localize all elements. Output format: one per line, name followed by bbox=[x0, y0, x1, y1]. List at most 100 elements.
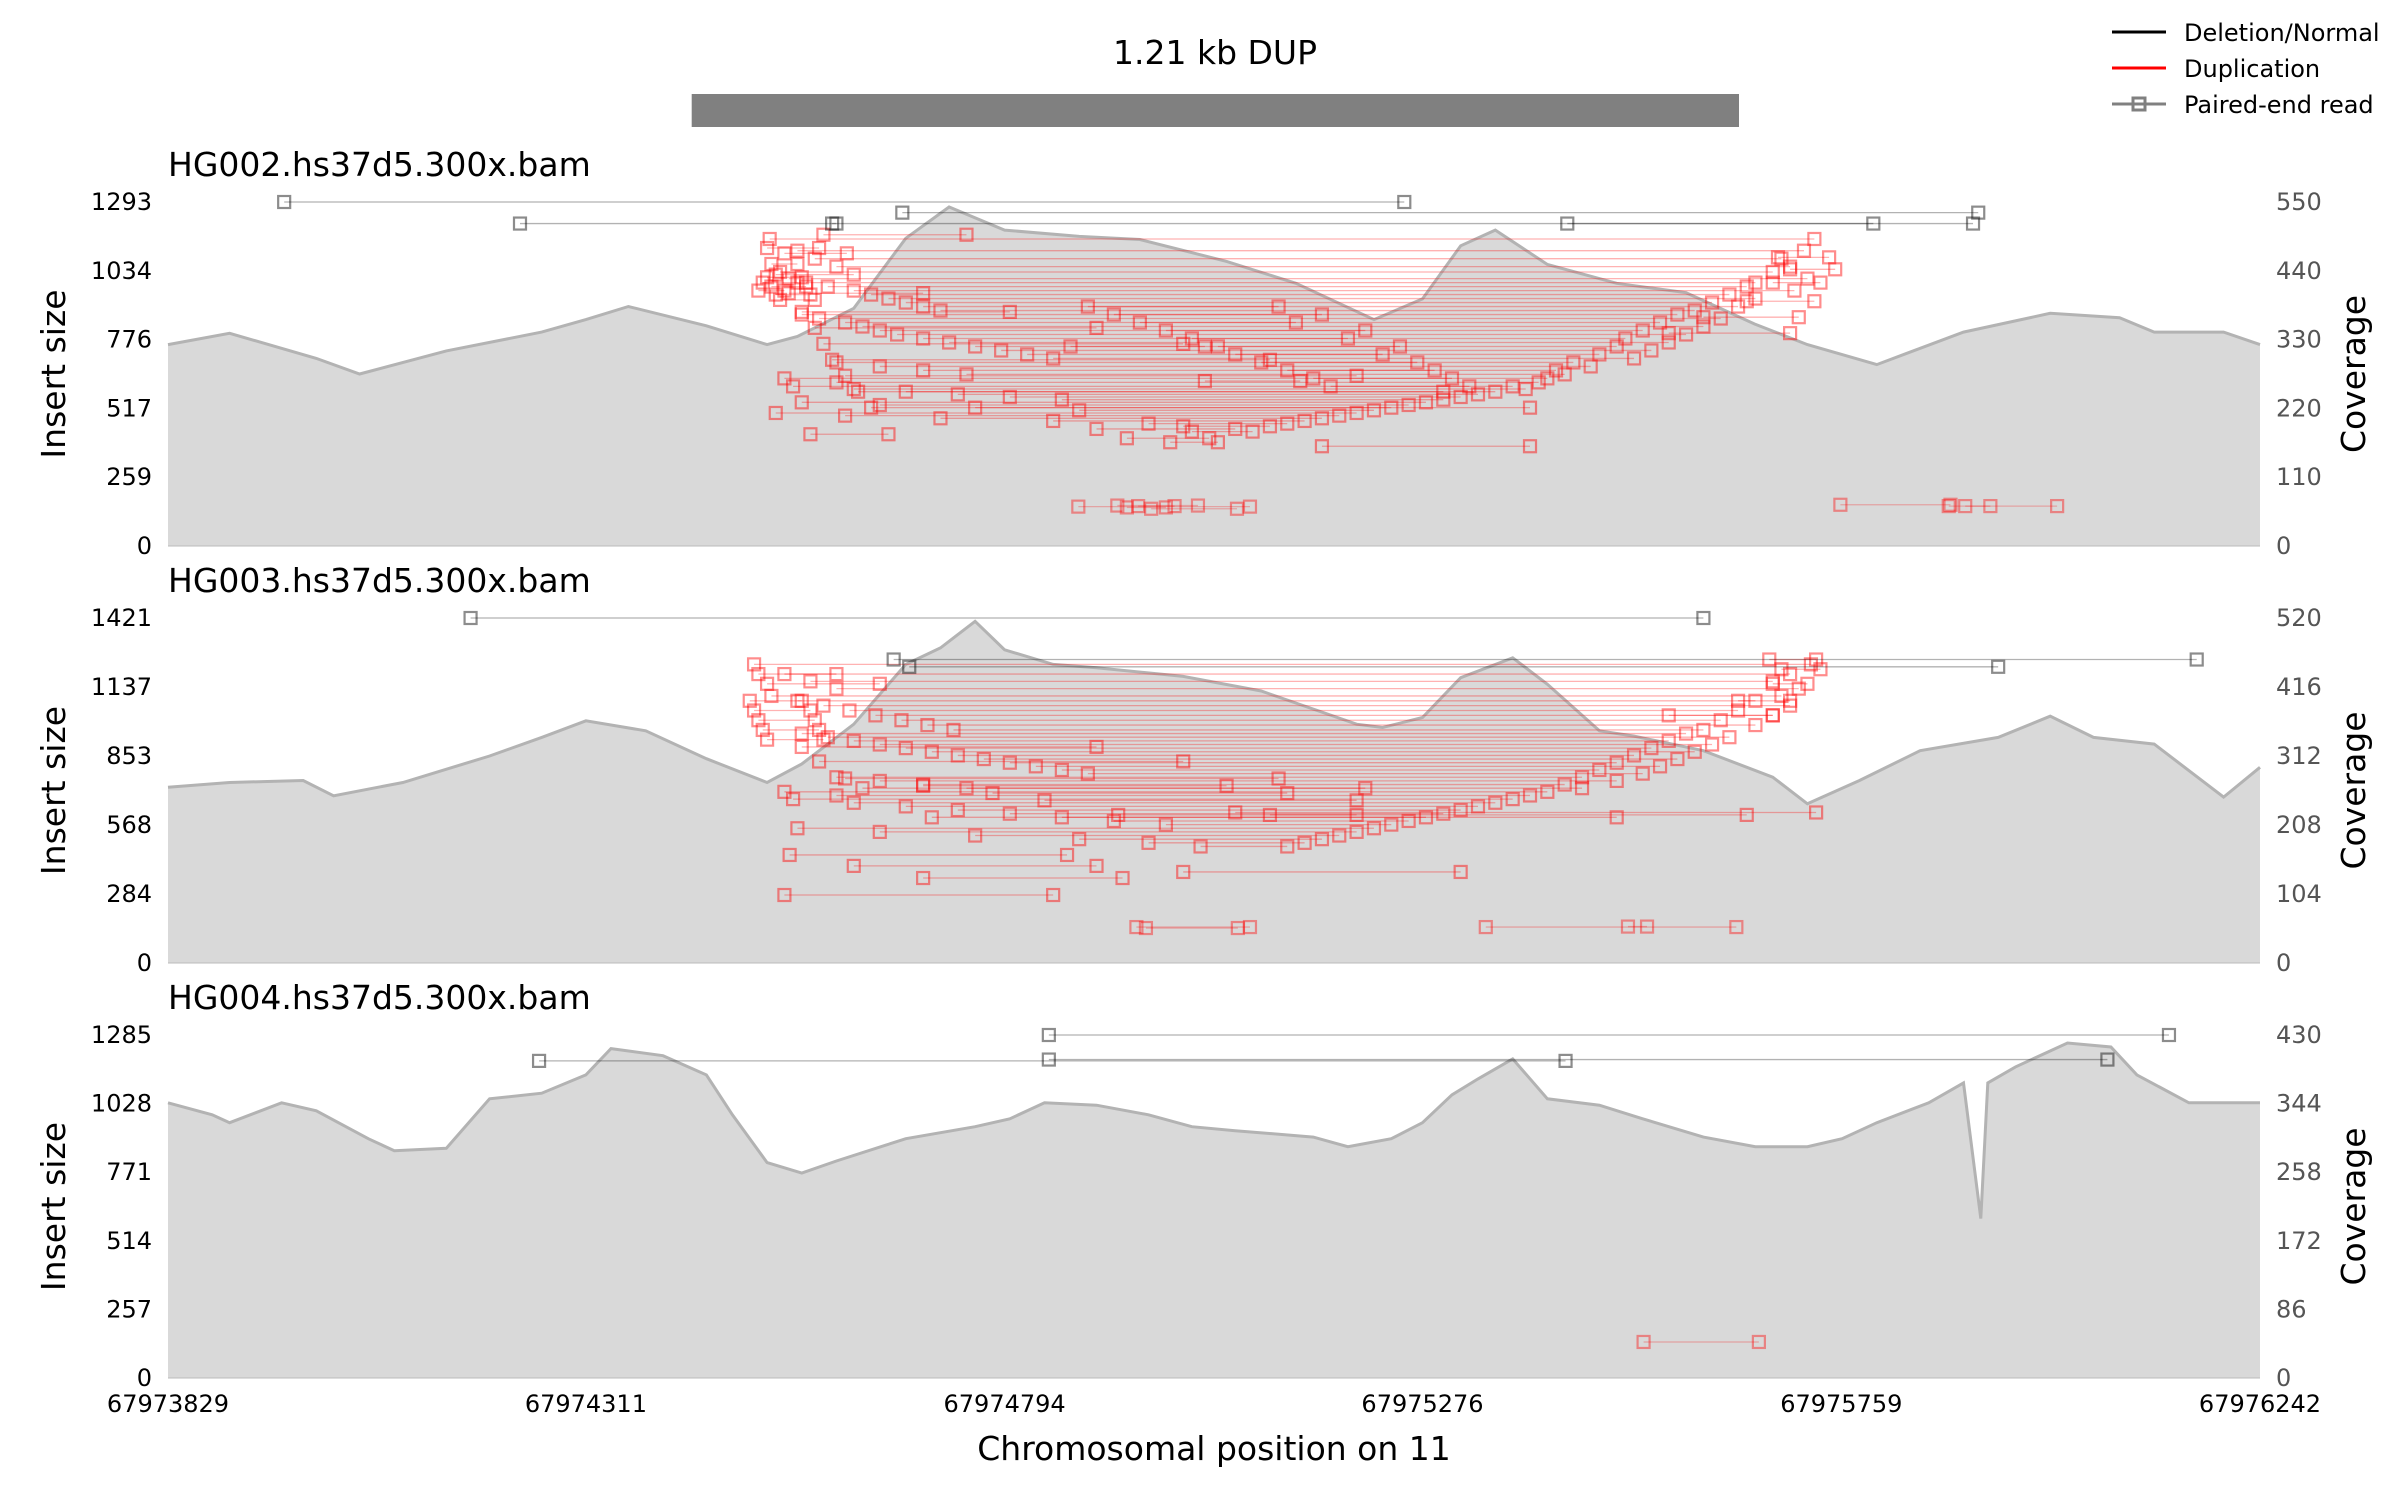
dup-read-pair-marker bbox=[1626, 748, 1642, 763]
dup-read-pair-marker bbox=[829, 681, 844, 696]
dup-read-pair-marker bbox=[950, 748, 965, 763]
dup-read-pair-marker bbox=[1713, 713, 1728, 728]
dup-read-pair bbox=[777, 666, 1798, 682]
dup-read-pair-marker bbox=[1046, 413, 1061, 429]
dup-read-pair-marker bbox=[1540, 784, 1555, 799]
dup-read-pair bbox=[916, 363, 1564, 378]
dup-read-pair-marker bbox=[1713, 311, 1728, 326]
dup-read-pair bbox=[781, 286, 931, 301]
dup-read-pair-marker bbox=[1652, 759, 1668, 774]
dup-read-pair-marker bbox=[1436, 392, 1451, 407]
dup-read-pair bbox=[968, 339, 1624, 354]
dup-read-pair-marker bbox=[1958, 498, 1973, 514]
dup-read-pair-marker bbox=[1626, 351, 1642, 366]
dup-read-pair-marker bbox=[1197, 373, 1212, 389]
dup-read-pair-marker bbox=[1748, 693, 1763, 708]
dup-read-pair-marker bbox=[1089, 421, 1104, 437]
dup-read-pair-marker bbox=[1748, 717, 1763, 733]
dup-read-pair-marker bbox=[968, 828, 983, 843]
dup-read-pair bbox=[751, 666, 844, 682]
dup-read-pair-marker bbox=[1783, 262, 1798, 277]
dup-read-pair-marker bbox=[1739, 294, 1754, 309]
dup-read-pair-marker bbox=[1453, 802, 1468, 818]
dup-read-pair-marker bbox=[1478, 919, 1493, 935]
coverage-tick-label: 0 bbox=[2276, 532, 2291, 560]
normal-read-pair-marker bbox=[1041, 1052, 1056, 1067]
normal-read-pair-marker bbox=[277, 194, 292, 210]
dup-read-pair-marker bbox=[1462, 379, 1477, 394]
dup-read-pair-marker bbox=[1833, 497, 1848, 512]
coverage-tick-label: 220 bbox=[2276, 394, 2322, 422]
dup-read-pair-marker bbox=[846, 381, 861, 397]
dup-read-pair-marker bbox=[1652, 315, 1668, 330]
dup-read-pair bbox=[898, 384, 1503, 399]
dup-read-pair bbox=[798, 275, 1763, 290]
normal-read-pair-marker bbox=[531, 1053, 547, 1068]
dup-read-pair-marker bbox=[1375, 347, 1390, 362]
dup-read-pair bbox=[803, 427, 896, 442]
dup-read-pair-marker bbox=[872, 773, 887, 789]
dup-read-pair bbox=[916, 870, 1130, 886]
dup-read-pair bbox=[1163, 435, 1226, 450]
dup-read-pair-marker bbox=[1739, 279, 1754, 294]
dup-read-pair bbox=[946, 722, 1711, 738]
dup-read-pair bbox=[842, 703, 1746, 718]
dup-read-pair-marker bbox=[1592, 762, 1607, 778]
dup-read-pair-marker bbox=[959, 781, 974, 796]
dup-read-pair-marker bbox=[1620, 919, 1636, 934]
dup-read-pair-marker bbox=[829, 355, 844, 370]
dup-read-pair-marker bbox=[755, 722, 770, 738]
dup-read-pair bbox=[824, 352, 1278, 367]
dup-read-pair bbox=[794, 739, 1104, 755]
normal-read-pair bbox=[277, 194, 1412, 210]
dup-read-pair bbox=[1138, 920, 1245, 936]
panel-title: HG004.hs37d5.300x.bam bbox=[168, 978, 591, 1017]
dup-read-pair bbox=[1002, 806, 1451, 821]
dup-read-pair bbox=[807, 251, 1789, 266]
dup-read-pair-marker bbox=[1144, 501, 1159, 516]
dup-read-pair-marker bbox=[777, 666, 792, 682]
dup-read-pair bbox=[759, 240, 827, 256]
dup-read-pair bbox=[950, 387, 1486, 402]
dup-read-pair-marker bbox=[1059, 847, 1075, 863]
dup-read-pair-marker bbox=[968, 339, 983, 354]
coverage-axis-label: Coverage bbox=[2334, 1127, 2373, 1285]
normal-read-pair-marker bbox=[1560, 216, 1575, 231]
x-tick-label: 67975276 bbox=[1361, 1390, 1483, 1418]
dup-read-pair-marker bbox=[829, 666, 844, 682]
y-tick-label: 517 bbox=[106, 394, 152, 422]
dup-read-pair bbox=[1661, 326, 1798, 341]
dup-read-pair bbox=[1111, 807, 1364, 823]
dup-read-pair-marker bbox=[1609, 810, 1624, 825]
dup-read-pair-marker bbox=[1089, 739, 1104, 755]
dup-read-pair bbox=[1119, 500, 1173, 515]
dup-read-pair-marker bbox=[838, 315, 853, 330]
dup-read-pair-marker bbox=[794, 270, 809, 285]
y-tick-label: 1028 bbox=[91, 1090, 152, 1118]
dup-read-pair-marker bbox=[781, 286, 796, 301]
y-tick-label: 1034 bbox=[91, 257, 152, 285]
coverage-tick-label: 330 bbox=[2276, 326, 2322, 354]
dup-read-pair bbox=[864, 400, 1538, 415]
dup-read-pair-marker bbox=[898, 741, 913, 756]
dup-read-pair bbox=[1037, 793, 1364, 808]
dup-read-pair bbox=[1193, 839, 1295, 854]
panel-1: HG002.hs37d5.300x.bam 0 259 517 776 1034 1293 0… bbox=[34, 145, 2373, 560]
dup-read-pair-marker bbox=[1197, 339, 1212, 354]
dup-read-pair-marker bbox=[1730, 693, 1746, 708]
dup-read-pair-marker bbox=[807, 713, 822, 728]
dup-read-pair bbox=[933, 411, 1330, 426]
dup-read-pair-marker bbox=[985, 785, 1000, 801]
dup-read-pair-marker bbox=[1106, 813, 1121, 829]
dup-read-pair-marker bbox=[742, 693, 757, 708]
dup-read-pair bbox=[898, 799, 1486, 814]
dup-read-pair-marker bbox=[872, 323, 887, 338]
dup-read-pair bbox=[1046, 413, 1312, 429]
dup-read-pair-marker bbox=[768, 287, 783, 302]
dup-read-pair-marker bbox=[820, 730, 835, 745]
coverage-area bbox=[168, 621, 2260, 963]
dup-read-pair bbox=[759, 732, 831, 747]
dup-read-pair-marker bbox=[1002, 389, 1017, 405]
dup-read-pair bbox=[1478, 919, 1744, 935]
dup-read-pair-marker bbox=[798, 279, 814, 294]
